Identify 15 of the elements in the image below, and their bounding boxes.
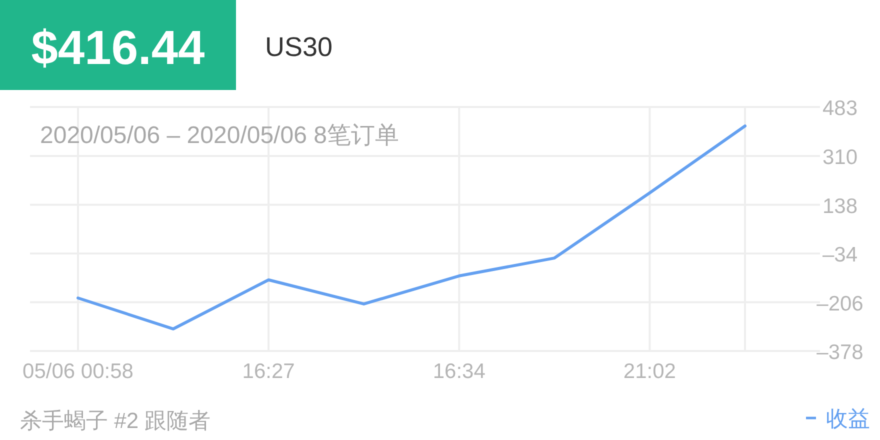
y-tick-label: –378 (816, 341, 864, 364)
y-tick-label: 310 (822, 146, 858, 170)
chart-title: $416.44 (31, 22, 206, 75)
y-tick-label: –206 (816, 292, 864, 316)
y-tick-label: 483 (822, 97, 858, 120)
x-tick-label: 16:27 (242, 360, 295, 383)
y-tick-label: 138 (822, 194, 858, 218)
x-tick-label: 05/06 00:58 (22, 360, 134, 383)
x-tick-label: 16:34 (432, 360, 486, 383)
x-tick-label: 21:02 (623, 360, 676, 383)
y-tick-label: –34 (822, 244, 858, 267)
chart-subtitle: US30 (265, 32, 333, 62)
text: 杀手蝎子 #2 跟随者 (20, 408, 211, 433)
legend-label: 收益 (826, 406, 870, 431)
annotation: 2020/05/06 – 2020/05/06 8笔订单 (40, 122, 399, 149)
